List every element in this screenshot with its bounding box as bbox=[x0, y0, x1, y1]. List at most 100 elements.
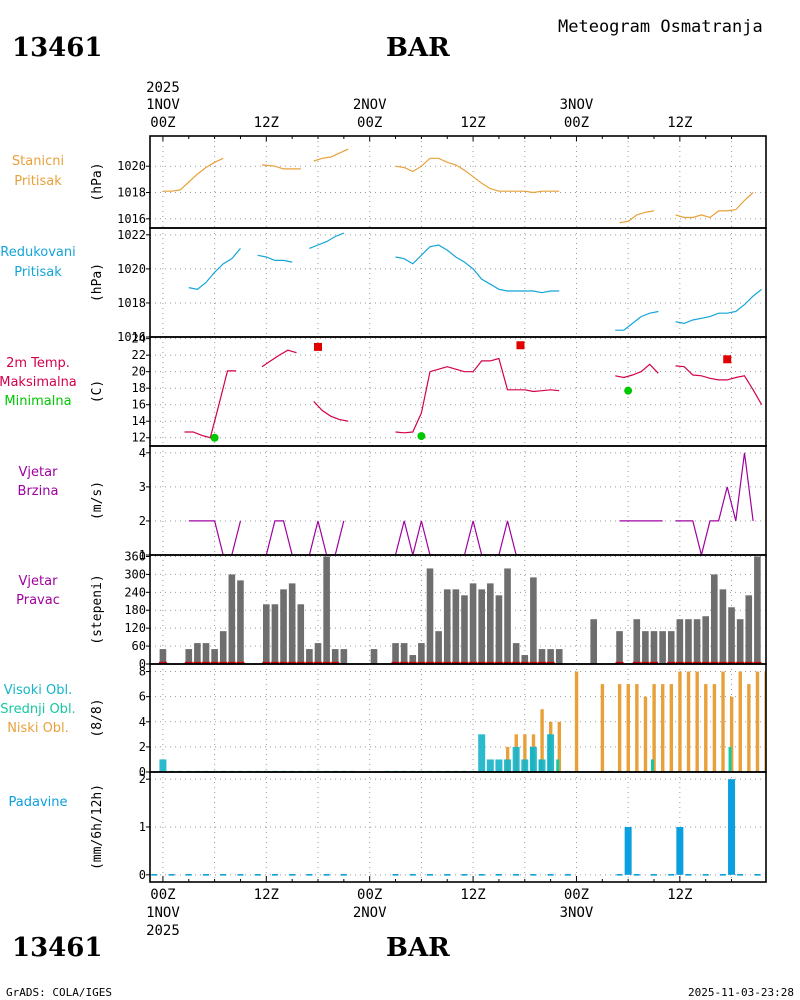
wind-dir-bar bbox=[159, 649, 167, 664]
rain-bar bbox=[728, 779, 736, 875]
y-axis-label: (stepeni) bbox=[90, 574, 105, 644]
high-cloud-bar bbox=[529, 746, 537, 772]
low-cloud-bar bbox=[600, 684, 605, 772]
top-hour-label: 00Z bbox=[150, 115, 175, 131]
panel-label-line: Pravac bbox=[16, 593, 60, 608]
tmin-marker bbox=[417, 432, 426, 441]
series-line bbox=[675, 452, 754, 555]
panel-label-line: Srednji Obl. bbox=[0, 702, 75, 717]
panel-label-line: Visoki Obl. bbox=[4, 683, 72, 698]
wind-dir-bar bbox=[306, 649, 313, 664]
wind-dir-bar bbox=[512, 643, 520, 664]
bottom-hour-label: 12Z bbox=[460, 887, 485, 903]
wind-dir-bar bbox=[400, 643, 408, 664]
wind-dir-bar bbox=[409, 655, 417, 664]
rain-bar bbox=[624, 827, 632, 875]
y-tick-label: 0 bbox=[139, 868, 146, 882]
low-cloud-bar bbox=[712, 684, 717, 772]
station-name-bottom: BAR bbox=[386, 933, 450, 963]
timestamp-text: 2025-11-03-23:28 bbox=[688, 986, 794, 999]
y-tick-label: 2 bbox=[139, 740, 146, 754]
low-cloud-bar bbox=[652, 684, 656, 772]
y-tick-label: 1016 bbox=[117, 212, 146, 226]
bottom-time-axis: 00Z 1NOV 12Z 00Z 2NOV 12Z 00Z 3NOV 12Z 2025 bbox=[146, 876, 733, 939]
wind-dir-bar bbox=[314, 643, 322, 664]
panel-label-line: Pritisak bbox=[14, 174, 62, 189]
high-cloud-bar bbox=[512, 746, 520, 772]
wind-dir-bar bbox=[590, 619, 597, 664]
wind-dir-bar bbox=[297, 604, 305, 664]
panel-label-line: Brzina bbox=[18, 484, 59, 499]
y-tick-label: 14 bbox=[132, 414, 146, 428]
low-cloud-bar bbox=[574, 671, 579, 772]
high-cloud-bar bbox=[504, 759, 512, 772]
wind-dir-bar bbox=[736, 619, 744, 664]
wind-dir-bar bbox=[435, 631, 442, 664]
wind-dir-bar bbox=[659, 631, 666, 664]
panel-frame bbox=[149, 336, 767, 447]
top-year-label: 2025 bbox=[146, 80, 180, 96]
wind-dir-bar bbox=[555, 649, 563, 664]
y-tick-label: 180 bbox=[124, 603, 146, 617]
y-tick-label: 18 bbox=[132, 381, 146, 395]
y-tick-label: 0 bbox=[139, 657, 146, 671]
wind-dir-bar bbox=[478, 589, 485, 664]
low-cloud-bar bbox=[729, 696, 734, 772]
panel-frame bbox=[149, 135, 767, 229]
y-tick-label: 22 bbox=[132, 348, 146, 362]
mid-cloud-bar bbox=[556, 759, 560, 772]
series-line bbox=[619, 210, 655, 224]
y-tick-label: 1022 bbox=[117, 228, 146, 242]
panel-label-line: Vjetar bbox=[19, 574, 59, 589]
bottom-day-label: 3NOV bbox=[560, 905, 594, 921]
panel-wind_speed: 1 2 3 4 (m/s) Vjetar Brzina bbox=[18, 445, 767, 562]
wind-dir-bar bbox=[392, 643, 399, 664]
high-cloud-bar bbox=[159, 759, 167, 772]
series-line bbox=[261, 164, 301, 170]
bottom-hour-label: 00Z bbox=[564, 887, 589, 903]
wind-dir-bar bbox=[685, 619, 692, 664]
low-cloud-bar bbox=[661, 684, 665, 772]
series-line bbox=[395, 157, 560, 194]
y-tick-label: 360 bbox=[124, 549, 146, 563]
series-line bbox=[395, 244, 560, 294]
panel-frame bbox=[149, 445, 767, 556]
plot-area bbox=[184, 341, 763, 442]
rain-bar bbox=[676, 827, 684, 875]
series-line bbox=[395, 357, 560, 434]
high-cloud-bar bbox=[521, 759, 529, 772]
series-line bbox=[309, 232, 345, 249]
panel-reduced_pressure: 1016 1018 1020 1022 (hPa) Redukovani Pritisak bbox=[0, 227, 767, 344]
low-cloud-bar bbox=[557, 721, 562, 772]
series-line bbox=[615, 363, 659, 379]
top-hour-label: 12Z bbox=[254, 115, 279, 131]
wind-dir-bar bbox=[228, 574, 236, 664]
panel-wind_direction: 0 60 120 180 240 300 360 (stepeni) Vjetar Pravac bbox=[16, 549, 767, 671]
bottom-hour-label: 00Z bbox=[150, 887, 175, 903]
station-id-bottom: 13461 bbox=[12, 933, 102, 963]
wind-dir-bar bbox=[461, 595, 468, 664]
low-cloud-bar bbox=[738, 671, 742, 772]
wind-dir-bar bbox=[702, 616, 709, 664]
low-cloud-bar bbox=[721, 671, 725, 772]
y-tick-label: 0 bbox=[139, 765, 146, 779]
low-cloud-bar bbox=[704, 684, 708, 772]
wind-dir-bar bbox=[219, 631, 227, 664]
series-line bbox=[308, 520, 345, 555]
series-line bbox=[257, 520, 293, 555]
y-tick-label: 4 bbox=[139, 715, 146, 729]
wind-dir-bar bbox=[418, 643, 425, 664]
wind-dir-bar bbox=[331, 649, 339, 664]
y-tick-label: 4 bbox=[139, 446, 146, 460]
panels: 101610181020(hPa)StanicniPritisak1016101… bbox=[0, 135, 767, 883]
wind-dir-bar bbox=[426, 568, 434, 664]
wind-dir-bar bbox=[538, 649, 546, 664]
wind-dir-bar bbox=[504, 568, 511, 664]
panel-temperature: 12 14 16 18 20 22 24 (C) 2m Temp. Maksimalna Minim… bbox=[0, 332, 767, 447]
wind-dir-bar bbox=[452, 589, 460, 664]
panel-label-line: Padavine bbox=[9, 795, 68, 810]
wind-dir-bar bbox=[495, 595, 503, 664]
y-axis-label: (m/s) bbox=[90, 481, 105, 520]
wind-dir-bar bbox=[469, 583, 477, 664]
plot-area bbox=[162, 148, 754, 224]
